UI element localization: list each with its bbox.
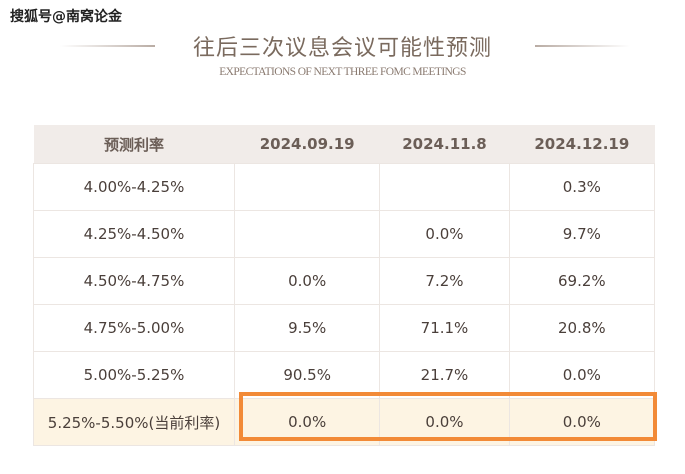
- probability-cell: 0.3%: [508, 163, 656, 211]
- table-row: 5.00%-5.25% 90.5% 21.7% 0.0%: [33, 351, 656, 399]
- table-row: 4.25%-4.50% 0.0% 9.7%: [33, 210, 656, 258]
- table-row: 4.50%-4.75% 0.0% 7.2% 69.2%: [33, 257, 656, 305]
- probability-cell: 9.5%: [233, 304, 381, 352]
- table-row: 4.75%-5.00% 9.5% 71.1% 20.8%: [33, 304, 656, 352]
- probability-cell: [379, 163, 510, 211]
- rate-range-cell: 5.25%-5.50%(当前利率): [33, 398, 235, 446]
- rate-range-cell: 5.00%-5.25%: [33, 351, 235, 399]
- page-title: 往后三次议息会议可能性预测: [192, 36, 492, 61]
- header-date: 2024.12.19: [509, 125, 655, 164]
- probability-cell: 0.0%: [379, 210, 510, 258]
- probability-cell: [233, 210, 381, 258]
- watermark: 搜狐号@南窝论金: [10, 9, 122, 25]
- probability-cell: 0.0%: [508, 351, 656, 399]
- probability-cell: 7.2%: [379, 257, 510, 305]
- probability-cell: 9.7%: [508, 210, 656, 258]
- header-date: 2024.11.8: [379, 125, 510, 164]
- rate-range-cell: 4.75%-5.00%: [33, 304, 235, 352]
- header-rate: 预测利率: [33, 125, 235, 164]
- probability-cell: 0.0%: [233, 398, 381, 446]
- table-row: 4.00%-4.25% 0.3%: [33, 163, 656, 211]
- header-date: 2024.09.19: [234, 125, 380, 164]
- probability-cell: 69.2%: [508, 257, 656, 305]
- title-decoration-left: [60, 45, 155, 47]
- probability-cell: 0.0%: [233, 257, 381, 305]
- table-row: 5.25%-5.50%(当前利率) 0.0% 0.0% 0.0%: [33, 398, 656, 446]
- probability-cell: 20.8%: [508, 304, 656, 352]
- title-decoration-right: [535, 45, 630, 47]
- table-header-row: 预测利率 2024.09.19 2024.11.8 2024.12.19: [33, 125, 655, 164]
- probability-cell: 71.1%: [379, 304, 510, 352]
- probability-cell: 90.5%: [233, 351, 381, 399]
- rate-range-cell: 4.50%-4.75%: [33, 257, 235, 305]
- probability-table: 预测利率 2024.09.19 2024.11.8 2024.12.19 4.0…: [33, 125, 656, 446]
- probability-cell: 0.0%: [379, 398, 510, 446]
- probability-cell: 21.7%: [379, 351, 510, 399]
- rate-range-cell: 4.00%-4.25%: [33, 163, 235, 211]
- probability-cell: 0.0%: [508, 398, 656, 446]
- rate-range-cell: 4.25%-4.50%: [33, 210, 235, 258]
- probability-cell: [233, 163, 381, 211]
- page-subtitle: EXPECTATIONS OF NEXT THREE FOMC MEETINGS: [219, 66, 466, 78]
